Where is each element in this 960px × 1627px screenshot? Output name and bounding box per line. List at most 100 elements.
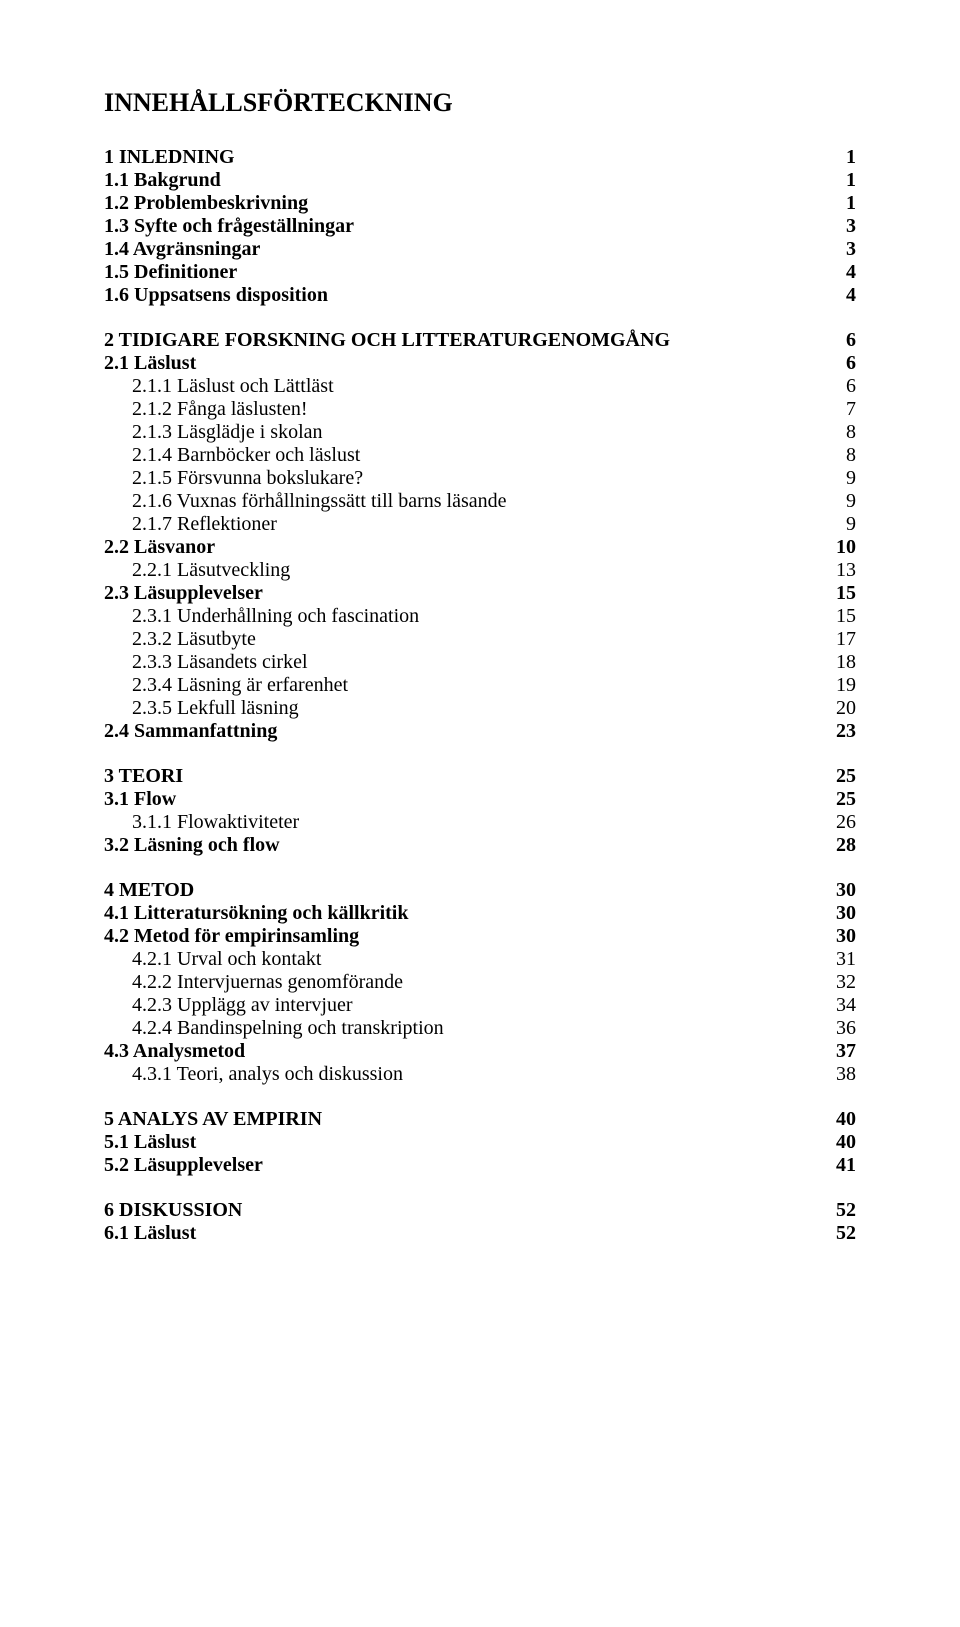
toc-entry-label: 5.1 Läslust xyxy=(104,1131,196,1154)
toc-entry: 3.1 Flow 25 xyxy=(104,788,856,811)
toc-entry-page: 15 xyxy=(836,582,856,605)
section-gap xyxy=(104,1177,856,1199)
toc-entry-label: 2.1.4 Barnböcker och läslust xyxy=(132,444,360,467)
toc-entry-label: 2.3.3 Läsandets cirkel xyxy=(132,651,308,674)
toc-entry-label: 2.3.5 Lekfull läsning xyxy=(132,697,299,720)
toc-entry-label: 1.5 Definitioner xyxy=(104,261,237,284)
toc-entry: 4.3 Analysmetod 37 xyxy=(104,1040,856,1063)
toc-entry-page: 6 xyxy=(846,375,856,398)
toc-entry: 2.1.4 Barnböcker och läslust8 xyxy=(104,444,856,467)
toc-entry-page: 25 xyxy=(836,765,856,788)
toc-entry: 4.3.1 Teori, analys och diskussion 38 xyxy=(104,1063,856,1086)
toc-entry-label: 2.4 Sammanfattning xyxy=(104,720,277,743)
toc-entry-page: 40 xyxy=(836,1131,856,1154)
toc-entry-page: 23 xyxy=(836,720,856,743)
toc-entry-page: 6 xyxy=(846,352,856,375)
toc-entry-label: 2.3 Läsupplevelser xyxy=(104,582,263,605)
toc-entry-page: 15 xyxy=(836,605,856,628)
toc-entry-page: 4 xyxy=(846,284,856,307)
toc-entry-page: 1 xyxy=(846,169,856,192)
toc-entry-page: 1 xyxy=(846,146,856,169)
toc-entry: 1.1 Bakgrund 1 xyxy=(104,169,856,192)
toc-entry: 2.1.7 Reflektioner9 xyxy=(104,513,856,536)
toc-entry: 2.1.3 Läsglädje i skolan8 xyxy=(104,421,856,444)
toc-entry-label: 4.3 Analysmetod xyxy=(104,1040,245,1063)
toc-entry-page: 10 xyxy=(836,536,856,559)
toc-entry-label: 3.2 Läsning och flow xyxy=(104,834,280,857)
toc-entry: 2.1.6 Vuxnas förhållningssätt till barns… xyxy=(104,490,856,513)
toc-entry: 1.2 Problembeskrivning1 xyxy=(104,192,856,215)
toc-entry-page: 40 xyxy=(836,1108,856,1131)
toc-entry-label: 4.2.3 Upplägg av intervjuer xyxy=(132,994,353,1017)
toc-entry: 1.3 Syfte och frågeställningar3 xyxy=(104,215,856,238)
toc-entry-label: 2.1.3 Läsglädje i skolan xyxy=(132,421,323,444)
toc-entry-page: 38 xyxy=(836,1063,856,1086)
toc-entry: 6 DISKUSSION52 xyxy=(104,1199,856,1222)
toc-entry: 5.1 Läslust 40 xyxy=(104,1131,856,1154)
toc-entry-label: 2 TIDIGARE FORSKNING OCH LITTERATURGENOM… xyxy=(104,329,670,352)
toc-entry-page: 26 xyxy=(836,811,856,834)
page-title: INNEHÅLLSFÖRTECKNING xyxy=(104,88,856,118)
toc-entry-label: 4.1 Litteratursökning och källkritik xyxy=(104,902,408,925)
section-gap xyxy=(104,307,856,329)
toc-entry: 2.1.1 Läslust och Lättläst6 xyxy=(104,375,856,398)
toc-entry-page: 13 xyxy=(836,559,856,582)
toc-entry-label: 2.1.6 Vuxnas förhållningssätt till barns… xyxy=(132,490,506,513)
toc-entry-label: 1.1 Bakgrund xyxy=(104,169,221,192)
toc-entry: 3.1.1 Flowaktiviteter26 xyxy=(104,811,856,834)
toc-entry-page: 37 xyxy=(836,1040,856,1063)
section-gap xyxy=(104,1086,856,1108)
toc-entry: 2.2.1 Läsutveckling 13 xyxy=(104,559,856,582)
toc-entry-page: 36 xyxy=(836,1017,856,1040)
toc-entry: 5.2 Läsupplevelser 41 xyxy=(104,1154,856,1177)
toc-entry-label: 2.1.5 Försvunna bokslukare? xyxy=(132,467,363,490)
toc-entry-page: 32 xyxy=(836,971,856,994)
toc-entry-label: 5.2 Läsupplevelser xyxy=(104,1154,263,1177)
toc-entry-label: 2.1.2 Fånga läslusten! xyxy=(132,398,308,421)
toc-entry-page: 3 xyxy=(846,238,856,261)
toc-entry-label: 2.3.4 Läsning är erfarenhet xyxy=(132,674,348,697)
toc-entry: 2.3 Läsupplevelser 15 xyxy=(104,582,856,605)
toc-entry-page: 52 xyxy=(836,1222,856,1245)
toc-entry-label: 2.2 Läsvanor xyxy=(104,536,215,559)
toc-entry: 4.2.3 Upplägg av intervjuer 34 xyxy=(104,994,856,1017)
toc-entry: 2 TIDIGARE FORSKNING OCH LITTERATURGENOM… xyxy=(104,329,856,352)
toc-entry-page: 1 xyxy=(846,192,856,215)
toc-entry-page: 30 xyxy=(836,879,856,902)
toc-entry-label: 4 METOD xyxy=(104,879,194,902)
toc-entry-page: 9 xyxy=(846,513,856,536)
toc-entry: 1.5 Definitioner 4 xyxy=(104,261,856,284)
toc-entry-label: 2.3.1 Underhållning och fascination xyxy=(132,605,419,628)
toc-entry: 1 INLEDNING1 xyxy=(104,146,856,169)
toc-entry-page: 31 xyxy=(836,948,856,971)
section-gap xyxy=(104,743,856,765)
toc-entry-label: 6.1 Läslust xyxy=(104,1222,196,1245)
toc-entry-page: 9 xyxy=(846,490,856,513)
toc-entry-page: 34 xyxy=(836,994,856,1017)
toc-entry-page: 4 xyxy=(846,261,856,284)
toc-entry: 4.1 Litteratursökning och källkritik30 xyxy=(104,902,856,925)
toc-entry: 1.4 Avgränsningar 3 xyxy=(104,238,856,261)
toc-entry: 4.2.2 Intervjuernas genomförande 32 xyxy=(104,971,856,994)
toc-entry: 1.6 Uppsatsens disposition4 xyxy=(104,284,856,307)
toc-entry-page: 28 xyxy=(836,834,856,857)
table-of-contents: 1 INLEDNING11.1 Bakgrund11.2 Problembesk… xyxy=(104,146,856,1245)
toc-entry-label: 2.3.2 Läsutbyte xyxy=(132,628,256,651)
toc-entry-label: 4.2.1 Urval och kontakt xyxy=(132,948,321,971)
toc-entry: 3 TEORI25 xyxy=(104,765,856,788)
toc-entry-label: 1.3 Syfte och frågeställningar xyxy=(104,215,354,238)
toc-entry-label: 1.4 Avgränsningar xyxy=(104,238,260,261)
toc-entry: 2.3.3 Läsandets cirkel 18 xyxy=(104,651,856,674)
toc-entry-page: 41 xyxy=(836,1154,856,1177)
toc-entry-page: 25 xyxy=(836,788,856,811)
toc-entry-label: 4.2.2 Intervjuernas genomförande xyxy=(132,971,403,994)
toc-entry: 4 METOD 30 xyxy=(104,879,856,902)
toc-entry-page: 17 xyxy=(836,628,856,651)
toc-entry-label: 3.1 Flow xyxy=(104,788,176,811)
toc-entry-page: 52 xyxy=(836,1199,856,1222)
toc-entry-label: 2.2.1 Läsutveckling xyxy=(132,559,290,582)
toc-entry-page: 18 xyxy=(836,651,856,674)
toc-entry-label: 4.3.1 Teori, analys och diskussion xyxy=(132,1063,403,1086)
toc-entry: 2.3.5 Lekfull läsning 20 xyxy=(104,697,856,720)
toc-entry-page: 20 xyxy=(836,697,856,720)
